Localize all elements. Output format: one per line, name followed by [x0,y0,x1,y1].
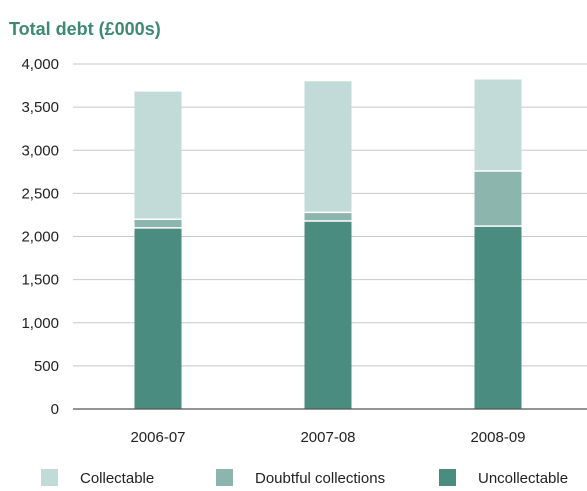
bar-uncollectable-2007-08 [304,220,352,409]
x-tick-label: 2007-08 [300,429,355,446]
y-tick-label: 1,000 [21,315,59,332]
bar-doubtful-collections-2006-07 [134,219,182,228]
legend-swatch-doubtful-collections [216,469,233,486]
legend: Collectable Doubtful collections Uncollect… [41,469,568,487]
y-tick-label: 0 [51,401,59,418]
legend-label: Doubtful collections [255,470,385,487]
legend-label: Collectable [80,470,154,487]
legend-label: Uncollectable [478,470,568,487]
bar-uncollectable-2008-09 [474,226,522,409]
y-tick-label: 3,500 [21,99,59,116]
legend-swatch-uncollectable [439,469,456,486]
y-tick-label: 500 [34,358,59,375]
bar-collectable-2007-08 [304,81,352,213]
y-tick-label: 4,000 [21,56,59,73]
y-tick-label: 1,500 [21,272,59,289]
x-tick-label: 2008-09 [470,429,525,446]
y-tick-label: 2,000 [21,229,59,246]
axes: 0 500 1,000 1,500 2,000 2,500 3,000 3,500 4,000 2… [21,56,587,446]
bar-doubtful-collections-2008-09 [474,170,522,227]
legend-swatch-collectable [41,469,58,486]
y-tick-label: 3,000 [21,142,59,159]
bar-collectable-2006-07 [134,91,182,220]
x-tick-label: 2006-07 [130,429,185,446]
y-tick-label: 2,500 [21,185,59,202]
bars [134,79,522,409]
bar-doubtful-collections-2007-08 [304,212,352,221]
bar-collectable-2008-09 [474,79,522,171]
bar-uncollectable-2006-07 [134,227,182,409]
chart-title: Total debt (£000s) [9,19,161,39]
